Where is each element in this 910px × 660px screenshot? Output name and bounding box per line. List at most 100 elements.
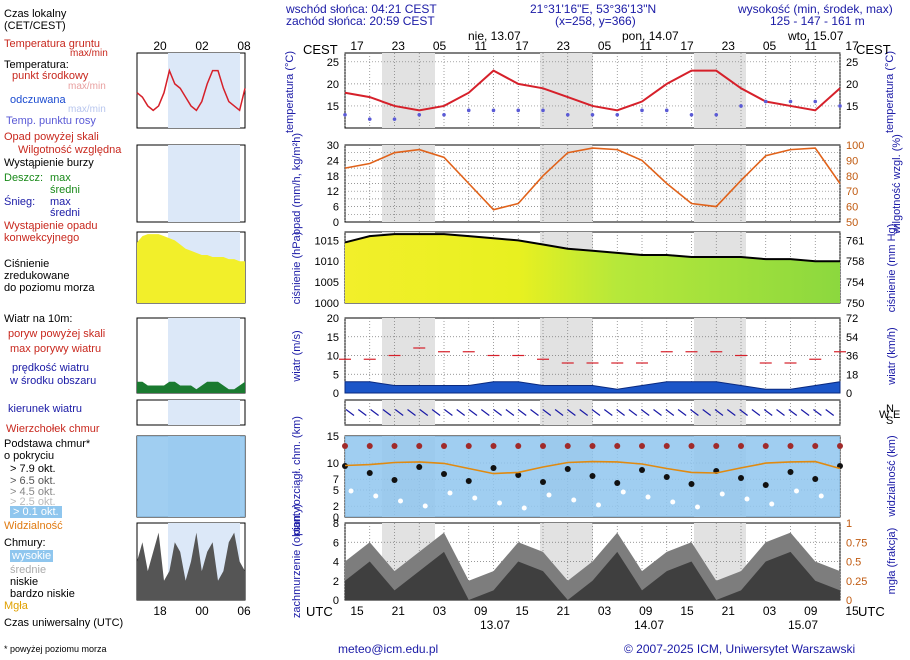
cest-hour-label: 05 — [598, 39, 612, 53]
pressure-tick: 1010 — [315, 256, 339, 268]
wind-arrow — [419, 409, 429, 416]
legend-soil: Temperatura gruntu — [4, 38, 100, 50]
wind-kmh-tick: 36 — [846, 351, 858, 363]
cloud-base-low-marker — [571, 497, 577, 503]
cest-hour-label: 23 — [557, 39, 571, 53]
wind-arrow — [825, 409, 835, 416]
legend-visibility: Widzialność — [4, 520, 63, 532]
cloud-base-low-marker — [546, 492, 552, 498]
dew-point-marker — [491, 108, 496, 113]
cloud-base-marker — [391, 477, 398, 483]
dew-point-marker — [516, 108, 521, 113]
wind-arrow — [382, 409, 392, 416]
cloud-base-low-marker — [794, 488, 799, 494]
mini-top-hour: 08 — [237, 39, 251, 53]
temperature-tick: 25 — [846, 57, 858, 69]
cloud-base-marker — [366, 470, 373, 476]
dew-point-marker — [714, 112, 719, 117]
legend-soil-maxmin: max/min — [70, 48, 108, 59]
wind-arrow — [690, 409, 699, 416]
cest-hour-label: 05 — [433, 39, 447, 53]
legend-pressure: Ciśnienie — [4, 258, 50, 270]
wind-arrow — [702, 409, 712, 416]
cloud-base-marker — [614, 480, 621, 486]
wind-arrow — [456, 409, 466, 416]
cloud-tick: 5 — [333, 485, 339, 497]
legend-precip-above: Opad powyżej skali — [4, 131, 99, 143]
fog-tick: 0.25 — [846, 576, 867, 588]
wind-arrow — [776, 409, 785, 416]
cloud-top-marker — [762, 443, 769, 449]
legend-dew: Temp. punktu rosy — [6, 115, 96, 127]
cloud-base-marker — [416, 464, 423, 470]
cloud-base-marker — [540, 479, 546, 485]
humidity-tick: 70 — [846, 186, 858, 198]
legend-low: niskie — [10, 576, 39, 588]
temperature-tick: 15 — [846, 101, 858, 113]
visibility-line — [344, 460, 841, 475]
mini-night-band — [168, 318, 240, 393]
temperature-tick: 20 — [327, 79, 339, 91]
legend-temperature: Temperatura: — [4, 59, 69, 71]
cloud-base-low-marker — [447, 490, 453, 496]
wind-speed-area — [344, 381, 841, 394]
cloud-base-marker — [564, 466, 571, 472]
utc-label-left: UTC — [306, 604, 333, 619]
cloud-base-low-marker — [769, 501, 775, 507]
pressure-line — [344, 233, 840, 263]
contact-email[interactable]: meteo@icm.edu.pl — [338, 642, 439, 656]
legend-high: wysokie — [10, 550, 54, 562]
cloud-top-marker — [837, 443, 843, 449]
cloud-base-marker — [639, 467, 645, 473]
legend-utc: Czas uniwersalny (UTC) — [4, 617, 124, 629]
cloud-base-low-marker — [398, 498, 403, 504]
wind-arrow — [370, 409, 379, 416]
dew-point-marker — [565, 112, 570, 117]
cloud-top-marker — [342, 443, 348, 449]
dew-point-marker — [813, 99, 818, 104]
compass-n: N — [886, 403, 894, 415]
pressure-axis-title: ciśnienie (hPa) — [291, 232, 303, 305]
coverage-tick: 8 — [333, 518, 339, 530]
cloud-range-axis-title: pion. rozciągł. chm. (km) — [291, 416, 303, 536]
dew-point-marker — [788, 99, 793, 104]
wind-arrow — [653, 409, 662, 416]
humidity-tick: 100 — [846, 140, 864, 152]
wind-arrow — [591, 409, 601, 416]
compass-w: W — [879, 409, 890, 421]
coverage-tick: 6 — [333, 537, 339, 549]
night-band — [694, 53, 746, 128]
cloud-base-low-marker — [422, 503, 428, 509]
wind-arrow — [800, 409, 810, 416]
wind-arrow — [431, 409, 441, 416]
cloud-base-marker — [589, 473, 596, 479]
legend-wind-area: w środku obszaru — [10, 375, 97, 387]
legend-gust-max: max porywy wiatru — [10, 343, 102, 355]
legend-humidity: Wilgotność względna — [18, 144, 122, 156]
cloud-base-marker — [762, 482, 769, 488]
cloud-base-marker — [490, 465, 497, 471]
sunset-text: zachód słońca: 20:59 CEST — [286, 14, 435, 28]
day-label-1: nie, 13.07 — [468, 29, 521, 43]
cloud-tick: 7 — [333, 474, 339, 486]
dew-point-marker — [367, 117, 372, 121]
cloud-base-low-marker — [719, 491, 725, 497]
cloud-top-marker — [713, 443, 720, 449]
pressure-mmhg-tick: 754 — [846, 277, 864, 289]
date-label-3: 15.07 — [788, 618, 819, 632]
grid-point-text: (x=258, y=366) — [555, 14, 636, 28]
utc-hour-label: 21 — [722, 604, 736, 618]
dew-point-marker — [590, 112, 595, 117]
compass-e: E — [893, 409, 900, 421]
utc-hour-label: 09 — [639, 604, 653, 618]
date-label-1: 13.07 — [480, 618, 511, 632]
cloud-base-marker — [738, 475, 744, 481]
legend-convective-2: konwekcyjnego — [4, 232, 80, 244]
wind-arrow — [480, 409, 490, 416]
pressure-mmhg-axis-title: ciśnienie (mm Hg) — [886, 224, 898, 313]
temperature-tick: 20 — [846, 79, 858, 91]
legend-pressure-2: zredukowane — [4, 270, 70, 282]
dew-point-marker — [392, 117, 397, 121]
cloud-base-low-marker — [695, 504, 700, 510]
humidity-axis-title: wilgotność wzgl. (%) — [891, 134, 903, 235]
